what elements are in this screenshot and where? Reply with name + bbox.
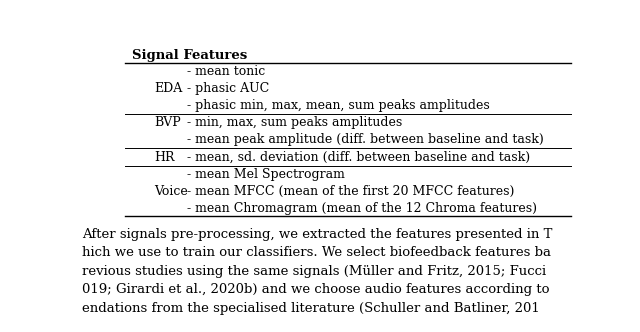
Text: After signals pre-processing, we extracted the features presented in T: After signals pre-processing, we extract… xyxy=(83,228,553,241)
Text: HR: HR xyxy=(154,150,175,164)
Text: BVP: BVP xyxy=(154,116,181,129)
Text: Signal Features: Signal Features xyxy=(132,49,247,62)
Text: - mean Mel Spectrogram: - mean Mel Spectrogram xyxy=(187,168,344,181)
Text: Voice: Voice xyxy=(154,185,188,198)
Text: - mean tonic: - mean tonic xyxy=(187,65,265,78)
Text: - phasic AUC: - phasic AUC xyxy=(187,82,269,95)
Text: 019; Girardi et al., 2020b) and we choose audio features according to: 019; Girardi et al., 2020b) and we choos… xyxy=(83,283,550,296)
Text: - mean peak amplitude (diff. between baseline and task): - mean peak amplitude (diff. between bas… xyxy=(187,133,543,146)
Text: - phasic min, max, mean, sum peaks amplitudes: - phasic min, max, mean, sum peaks ampli… xyxy=(187,99,490,112)
Text: revious studies using the same signals (Müller and Fritz, 2015; Fucci: revious studies using the same signals (… xyxy=(83,265,547,278)
Text: hich we use to train our classifiers. We select biofeedback features ba: hich we use to train our classifiers. We… xyxy=(83,246,552,259)
Text: - mean MFCC (mean of the first 20 MFCC features): - mean MFCC (mean of the first 20 MFCC f… xyxy=(187,185,514,198)
Text: endations from the specialised literature (Schuller and Batliner, 201: endations from the specialised literatur… xyxy=(83,301,540,315)
Text: EDA: EDA xyxy=(154,82,182,95)
Text: - mean Chromagram (mean of the 12 Chroma features): - mean Chromagram (mean of the 12 Chroma… xyxy=(187,202,536,215)
Text: - mean, sd. deviation (diff. between baseline and task): - mean, sd. deviation (diff. between bas… xyxy=(187,150,530,164)
Text: - min, max, sum peaks amplitudes: - min, max, sum peaks amplitudes xyxy=(187,116,402,129)
